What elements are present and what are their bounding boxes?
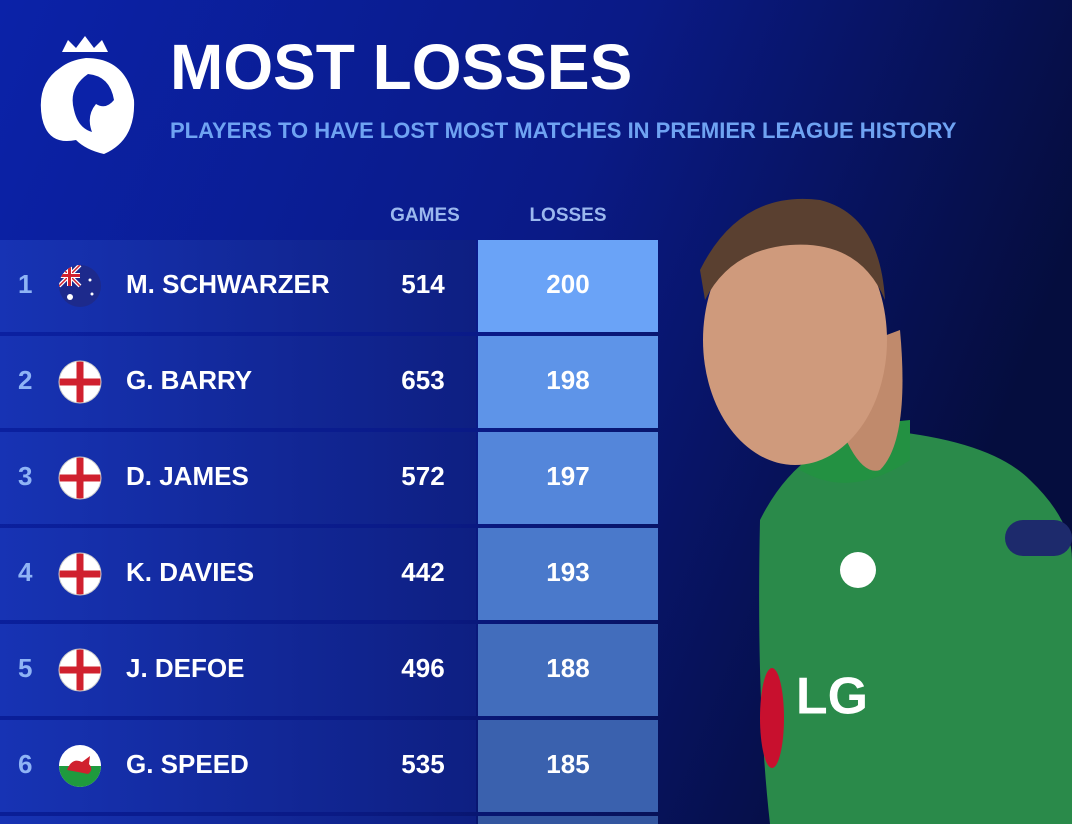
flag xyxy=(59,553,101,595)
column-header: GAMES xyxy=(390,205,460,226)
games: 653 xyxy=(401,365,444,395)
losses-cell xyxy=(478,336,658,428)
losses-cell xyxy=(478,816,658,824)
player-name: G. SPEED xyxy=(126,749,249,779)
player-name: D. JAMES xyxy=(126,461,249,491)
losses-cell xyxy=(478,720,658,812)
rank: 2 xyxy=(18,365,32,395)
flag xyxy=(59,265,101,307)
losses: 185 xyxy=(546,749,589,779)
player-name: G. BARRY xyxy=(126,365,252,395)
losses: 188 xyxy=(546,653,589,683)
games: 442 xyxy=(401,557,444,587)
player-name: J. DEFOE xyxy=(126,653,244,683)
losses-cell xyxy=(478,240,658,332)
games: 514 xyxy=(401,269,445,299)
losses: 197 xyxy=(546,461,589,491)
games: 496 xyxy=(401,653,444,683)
rank: 4 xyxy=(18,557,33,587)
games: 572 xyxy=(401,461,444,491)
league-logo xyxy=(40,36,135,154)
flag xyxy=(59,457,101,499)
subtitle: PLAYERS TO HAVE LOST MOST MATCHES IN PRE… xyxy=(170,118,957,143)
row-background xyxy=(0,816,476,824)
title: MOST LOSSES xyxy=(170,31,632,103)
flag xyxy=(59,361,101,403)
shirt-sponsor: LG xyxy=(796,668,868,726)
flag xyxy=(59,745,101,787)
losses-cell xyxy=(478,528,658,620)
losses-cell xyxy=(478,624,658,716)
rank: 3 xyxy=(18,461,32,491)
column-header: LOSSES xyxy=(529,205,606,226)
losses: 200 xyxy=(546,269,589,299)
player-name: K. DAVIES xyxy=(126,557,254,587)
losses: 198 xyxy=(546,365,589,395)
rank: 6 xyxy=(18,749,32,779)
rank: 1 xyxy=(18,269,32,299)
games: 535 xyxy=(401,749,444,779)
player-name: M. SCHWARZER xyxy=(126,269,330,299)
losses: 193 xyxy=(546,557,589,587)
rank: 5 xyxy=(18,653,32,683)
flag xyxy=(59,649,101,691)
player-photo: LG xyxy=(700,198,1072,824)
losses-cell xyxy=(478,432,658,524)
